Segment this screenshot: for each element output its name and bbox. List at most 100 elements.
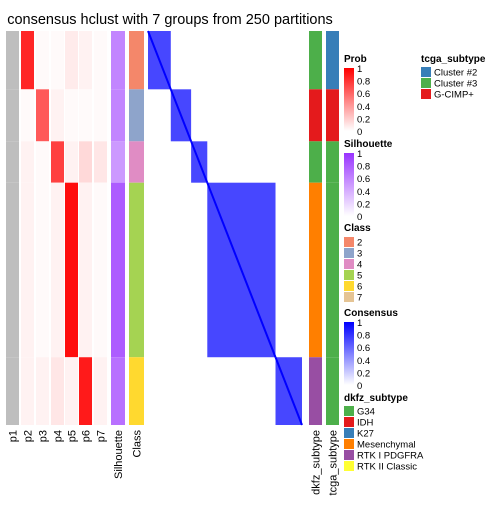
legend-class-swatch-4 [344,259,354,269]
class-cell-2 [129,31,144,90]
tcga-subtype-cell-class-4 [326,141,339,183]
legend-prob-title: Prob [344,54,367,65]
legend-tcga-label-1: Cluster #3 [434,79,477,90]
legend-dkfz-title: dkfz_subtype [344,393,408,404]
legend-prob-tick-4: 0.2 [357,114,370,125]
prob-cell-p4-class-3 [51,89,64,142]
legend-class-label-6: 6 [357,282,362,293]
legend-prob-tick-3: 0.4 [357,102,370,113]
legend-dkfz-label-1: IDH [357,418,374,429]
prob-cell-p5-class-4 [65,141,78,183]
legend-dkfz-swatch-3 [344,439,354,449]
legend-consensus-tick-4: 0.2 [357,368,370,379]
legend-class-swatch-5 [344,270,354,280]
legend-dkfz-label-2: K27 [357,429,374,440]
prob-cell-p7-class-6 [94,357,107,425]
consensus-diagonal-class-6 [274,356,303,426]
column-label-p2: p2 [23,430,35,442]
consensus-diagonal-class-5 [206,182,277,358]
consensus-diagonal-class-2 [147,30,172,90]
prob-cell-p1-class-5 [6,182,19,358]
legend-tcga-title: tcga_subtype [421,54,486,65]
class-cell-6 [129,357,144,425]
legend-dkfz-swatch-1 [344,417,354,427]
legend-tcga-swatch-0 [421,67,431,77]
legend-dkfz-swatch-5 [344,461,354,471]
legend-silhouette-tick-0: 1 [357,149,362,160]
prob-cell-p7-class-3 [94,89,107,142]
prob-cell-p3-class-4 [36,141,49,183]
legend-tcga-label-2: G-CIMP+ [434,90,474,101]
column-label-p3: p3 [38,430,50,442]
legend-class-swatch-2 [344,237,354,247]
legend-tcga-swatch-2 [421,89,431,99]
legend-silhouette-gradient [344,153,354,216]
column-label-p5: p5 [67,430,79,442]
legend-dkfz-label-4: RTK I PDGFRA [357,451,424,462]
legend-class-swatch-7 [344,292,354,302]
legend-class-swatch-3 [344,248,354,258]
prob-cell-p1-class-3 [6,89,19,142]
prob-cell-p7-class-5 [94,182,107,358]
legend-class-title: Class [344,223,371,234]
legend-silhouette-tick-1: 0.8 [357,162,370,173]
silhouette-cell-class-6 [111,357,125,425]
prob-cell-p2-class-3 [21,89,34,142]
tcga-subtype-cell-class-2 [326,31,339,90]
legend-class-label-5: 5 [357,271,362,282]
silhouette-cell-class-2 [111,31,125,90]
dkfz-subtype-cell-class-3 [309,89,322,142]
legend-dkfz-label-5: RTK II Classic [357,462,417,473]
prob-cell-p2-class-5 [21,182,34,358]
prob-cell-p5-class-3 [65,89,78,142]
prob-cell-p3-class-6 [36,357,49,425]
silhouette-cell-class-4 [111,141,125,183]
prob-cell-p6-class-3 [79,89,92,142]
prob-cell-p6-class-4 [79,141,92,183]
legend-silhouette-tick-2: 0.6 [357,174,370,185]
prob-cell-p3-class-5 [36,182,49,358]
legend-dkfz-label-3: Mesenchymal [357,440,416,451]
prob-cell-p7-class-4 [94,141,107,183]
dkfz-subtype-cell-class-5 [309,182,322,358]
column-label-p6: p6 [81,430,93,442]
legend-consensus-tick-0: 1 [357,318,362,329]
tcga-subtype-cell-class-5 [326,182,339,358]
class-cell-5 [129,182,144,358]
legend-dkfz-swatch-4 [344,450,354,460]
prob-cell-p5-class-5 [65,182,78,358]
dkfz-subtype-cell-class-4 [309,141,322,183]
legend-prob-tick-5: 0 [357,127,362,138]
column-label-tcga_subtype: tcga_subtype [328,430,340,495]
legend-silhouette-tick-3: 0.4 [357,187,370,198]
legend-consensus-gradient [344,322,354,385]
dkfz-subtype-cell-class-6 [309,357,322,425]
prob-cell-p1-class-6 [6,357,19,425]
legend-class-label-3: 3 [357,249,362,260]
prob-cell-p4-class-5 [51,182,64,358]
chart-title: consensus hclust with 7 groups from 250 … [7,12,333,28]
legend-consensus-tick-3: 0.4 [357,356,370,367]
legend-prob-tick-2: 0.6 [357,89,370,100]
prob-cell-p6-class-5 [79,182,92,358]
legend-dkfz-swatch-2 [344,428,354,438]
prob-cell-p4-class-4 [51,141,64,183]
prob-cell-p2-class-6 [21,357,34,425]
legend-prob-gradient [344,68,354,131]
heatmap-body [6,30,339,426]
legend-consensus-tick-5: 0 [357,381,362,392]
column-label-Class: Class [132,430,144,458]
prob-cell-p3-class-3 [36,89,49,142]
column-label-Silhouette: Silhouette [113,430,125,479]
legend-class-label-7: 7 [357,293,362,304]
legend-silhouette-title: Silhouette [344,139,393,150]
column-label-p1: p1 [8,430,20,442]
prob-cell-p4-class-2 [51,31,64,90]
class-cell-3 [129,89,144,142]
class-cell-4 [129,141,144,183]
prob-cell-p1-class-2 [6,31,19,90]
silhouette-cell-class-5 [111,182,125,358]
prob-cell-p6-class-6 [79,357,92,425]
